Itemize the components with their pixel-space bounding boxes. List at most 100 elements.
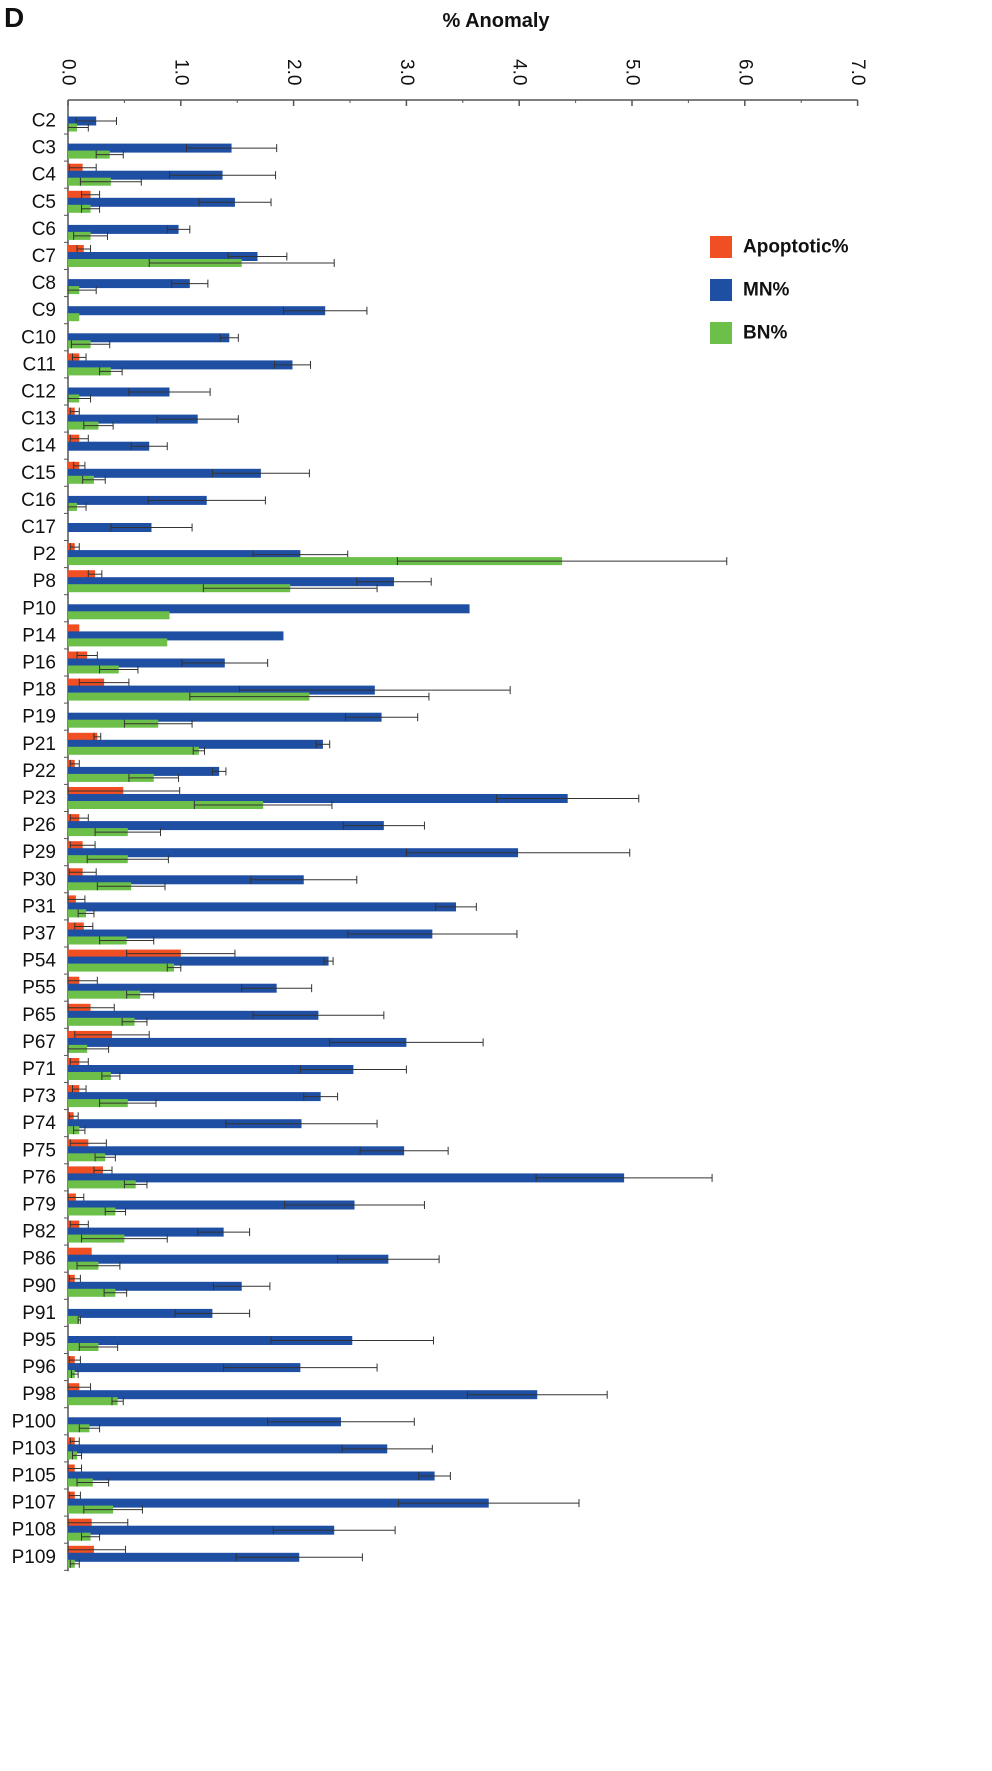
bar (68, 1315, 80, 1324)
bar (68, 204, 91, 213)
legend-label: BN% (743, 323, 787, 344)
bar (68, 1254, 389, 1264)
category-label: P73 (22, 1086, 56, 1107)
bar (68, 475, 94, 484)
category-label: P90 (22, 1276, 56, 1297)
bar (68, 143, 232, 153)
category-label: P105 (12, 1466, 56, 1487)
category-label: P26 (22, 815, 56, 836)
category-label: P18 (22, 680, 56, 701)
bar (68, 794, 568, 803)
bar (68, 190, 91, 199)
bar (68, 1498, 489, 1508)
category-label: P82 (22, 1222, 56, 1243)
category-label: P107 (12, 1493, 56, 1514)
bar (68, 638, 168, 647)
category-label: P55 (22, 978, 56, 999)
bar (68, 909, 87, 918)
bar (68, 1180, 136, 1189)
bar (68, 441, 150, 451)
x-tick-label: 7.0 (847, 59, 868, 85)
bar (68, 150, 110, 159)
bar (68, 245, 84, 253)
bar (68, 692, 310, 701)
bar (68, 983, 277, 993)
category-label: P71 (22, 1059, 56, 1080)
bar (68, 685, 375, 695)
bar (68, 252, 258, 261)
category-label: C7 (32, 246, 56, 267)
bar (68, 665, 119, 674)
bar (68, 367, 111, 376)
bar (68, 712, 382, 722)
bar (68, 1227, 224, 1237)
bar (68, 1166, 103, 1175)
x-tick-label: 1.0 (170, 59, 191, 85)
bar (68, 766, 220, 776)
bar (68, 1471, 435, 1481)
category-label: P21 (22, 734, 56, 755)
bar (68, 1532, 91, 1541)
category-label: P108 (12, 1520, 56, 1541)
category-label: C9 (32, 300, 56, 321)
x-tick-label: 2.0 (283, 59, 304, 85)
category-label: P54 (22, 951, 56, 972)
bar (68, 719, 159, 728)
bar (68, 197, 235, 207)
category-label: P37 (22, 924, 56, 945)
category-label: P22 (22, 761, 56, 782)
category-label: C11 (23, 354, 56, 375)
bar (68, 468, 261, 478)
bar (68, 414, 198, 424)
category-label: C3 (32, 138, 56, 159)
category-label: P65 (22, 1005, 56, 1026)
bar (68, 1092, 321, 1102)
x-tick-label: 3.0 (396, 59, 417, 85)
legend-swatch (710, 279, 732, 301)
bar (68, 1037, 407, 1047)
bar (68, 875, 304, 885)
bar (68, 739, 323, 749)
category-label: P19 (22, 707, 56, 728)
category-label: C15 (21, 463, 56, 484)
x-tick-label: 6.0 (734, 59, 755, 85)
legend-swatch (710, 322, 732, 344)
bar (68, 421, 99, 430)
bar (68, 584, 291, 593)
bar (68, 611, 170, 620)
bar (68, 604, 470, 614)
bar (68, 1424, 90, 1433)
bar (68, 990, 141, 999)
x-tick-label: 4.0 (509, 59, 530, 85)
x-tick-label: 0.0 (58, 59, 79, 85)
legend-swatch (710, 236, 732, 258)
bar (68, 1017, 135, 1026)
category-label: P67 (22, 1032, 56, 1053)
bar (68, 1173, 625, 1183)
bar (68, 732, 98, 741)
bar (68, 1397, 118, 1406)
bar (68, 360, 293, 370)
category-label: C5 (32, 192, 56, 213)
bar (68, 306, 326, 316)
bar (68, 949, 181, 958)
category-label: C4 (32, 165, 57, 186)
category-label: C2 (32, 111, 56, 132)
bar (68, 1281, 242, 1291)
category-label: C6 (32, 219, 56, 240)
category-label: P75 (22, 1140, 56, 1161)
bar (68, 570, 96, 579)
bar (68, 333, 230, 343)
bar (68, 631, 284, 641)
bar (68, 936, 127, 945)
bar (68, 1119, 302, 1129)
category-label: P74 (22, 1113, 56, 1134)
bar (68, 1417, 341, 1427)
bar (68, 1099, 128, 1108)
chart-title: % Anomaly (442, 10, 550, 32)
category-label: C16 (21, 490, 56, 511)
bar (68, 577, 394, 587)
panel-label: D (4, 2, 25, 33)
category-label: P29 (22, 842, 56, 863)
